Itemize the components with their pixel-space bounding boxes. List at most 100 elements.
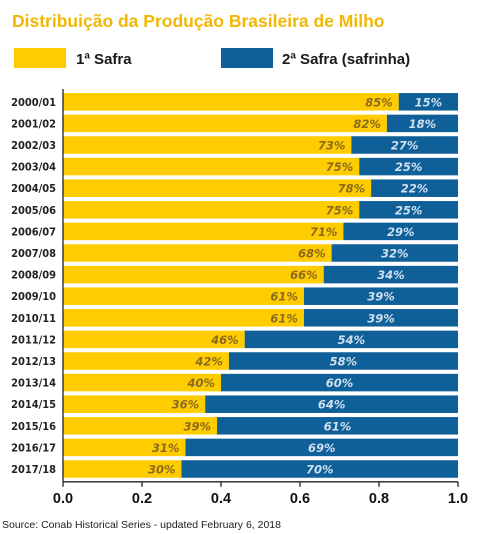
data-label-safra1: 75% bbox=[326, 160, 354, 174]
data-label-safra2: 22% bbox=[401, 182, 429, 196]
legend-label-safra1: 1ª Safra bbox=[76, 51, 132, 68]
data-label-safra2: 60% bbox=[326, 376, 354, 390]
legend-swatch-safra2 bbox=[221, 48, 273, 68]
category-label: 2006/07 bbox=[11, 225, 56, 238]
data-label-safra2: 39% bbox=[367, 311, 395, 325]
bar-safra1 bbox=[63, 287, 304, 305]
category-label: 2017/18 bbox=[11, 463, 56, 476]
data-label-safra1: 68% bbox=[298, 247, 326, 261]
category-label: 2012/13 bbox=[11, 355, 56, 368]
data-label-safra2: 58% bbox=[330, 355, 358, 369]
category-label: 2010/11 bbox=[11, 312, 56, 325]
legend: 1ª Safra 2ª Safra (safrinha) bbox=[14, 48, 410, 68]
bar-safra2 bbox=[359, 157, 458, 176]
bar-safra1 bbox=[63, 114, 387, 133]
legend-swatch-safra1 bbox=[14, 48, 66, 68]
bar-safra1 bbox=[63, 460, 182, 478]
bar-safra1 bbox=[63, 222, 344, 241]
bar-safra2 bbox=[228, 352, 458, 370]
bar-safra1 bbox=[63, 309, 304, 327]
bar-safra2 bbox=[351, 136, 458, 154]
data-label-safra2: 54% bbox=[338, 333, 366, 347]
data-label-safra1: 36% bbox=[172, 398, 200, 412]
bar-safra2 bbox=[205, 395, 458, 413]
data-label-safra1: 40% bbox=[186, 376, 215, 390]
bar-safra2 bbox=[185, 438, 458, 457]
bar-safra1 bbox=[63, 93, 399, 111]
x-tick-label: 0.8 bbox=[369, 491, 389, 507]
data-label-safra1: 85% bbox=[365, 95, 393, 109]
data-label-safra2: 27% bbox=[391, 139, 419, 153]
bar-safra2 bbox=[386, 114, 458, 133]
bar-safra2 bbox=[217, 417, 458, 435]
data-label-safra2: 25% bbox=[395, 203, 423, 217]
x-tick-label: 1.0 bbox=[448, 491, 468, 507]
data-label-safra1: 66% bbox=[290, 268, 318, 282]
data-label-safra2: 29% bbox=[387, 225, 415, 239]
bar-safra1 bbox=[63, 265, 324, 284]
data-label-safra2: 39% bbox=[367, 290, 395, 304]
x-tick-label: 0.0 bbox=[53, 491, 73, 507]
data-label-safra1: 71% bbox=[310, 225, 338, 239]
bar-safra1 bbox=[63, 330, 245, 349]
category-label: 2003/04 bbox=[11, 161, 56, 174]
data-label-safra2: 15% bbox=[415, 95, 443, 109]
data-label-safra2: 64% bbox=[318, 398, 346, 412]
bar-safra2 bbox=[244, 330, 458, 349]
data-label-safra1: 42% bbox=[194, 355, 223, 369]
bar-safra1 bbox=[63, 373, 221, 392]
data-label-safra2: 18% bbox=[409, 117, 437, 131]
bar-safra2 bbox=[371, 179, 458, 197]
bar-safra1 bbox=[63, 352, 229, 370]
category-label: 2011/12 bbox=[11, 333, 56, 346]
data-label-safra2: 25% bbox=[395, 160, 423, 174]
x-tick-label: 0.4 bbox=[211, 491, 231, 507]
data-label-safra2: 32% bbox=[381, 247, 409, 261]
category-label: 2016/17 bbox=[11, 441, 56, 454]
category-label: 2014/15 bbox=[11, 398, 56, 411]
data-label-safra1: 82% bbox=[353, 117, 381, 131]
data-label-safra1: 39% bbox=[184, 419, 212, 433]
data-label-safra2: 61% bbox=[324, 419, 352, 433]
bar-safra2 bbox=[181, 460, 458, 478]
category-label: 2004/05 bbox=[11, 182, 56, 195]
legend-label-safra2: 2ª Safra (safrinha) bbox=[282, 51, 410, 68]
bar-safra2 bbox=[303, 287, 458, 305]
category-label: 2007/08 bbox=[11, 247, 56, 260]
data-label-safra1: 73% bbox=[318, 139, 346, 153]
data-label-safra2: 70% bbox=[306, 463, 334, 477]
data-label-safra1: 78% bbox=[338, 182, 366, 196]
x-tick-label: 0.2 bbox=[132, 491, 152, 507]
x-tick-label: 0.6 bbox=[290, 491, 310, 507]
data-label-safra2: 34% bbox=[377, 268, 405, 282]
bar-safra2 bbox=[323, 265, 458, 284]
data-label-safra1: 61% bbox=[270, 290, 298, 304]
bar-safra2 bbox=[398, 93, 458, 111]
bar-safra1 bbox=[63, 201, 360, 219]
data-label-safra1: 61% bbox=[270, 311, 298, 325]
bar-safra1 bbox=[63, 438, 186, 457]
bar-safra2 bbox=[221, 373, 458, 392]
bar-safra1 bbox=[63, 244, 332, 262]
category-label: 2009/10 bbox=[11, 290, 56, 303]
plot-area: 2000/01 85% 15% 2001/02 82% 18% 2002/03 73% 27% 2… bbox=[11, 89, 468, 507]
category-label: 2000/01 bbox=[11, 96, 56, 109]
data-label-safra1: 30% bbox=[148, 463, 176, 477]
data-label-safra1: 46% bbox=[210, 333, 239, 347]
category-label: 2013/14 bbox=[11, 377, 56, 390]
data-label-safra1: 31% bbox=[152, 441, 180, 455]
chart-title: Distribuição da Produção Brasileira de M… bbox=[12, 11, 384, 31]
category-label: 2002/03 bbox=[11, 139, 56, 152]
category-label: 2001/02 bbox=[11, 117, 56, 130]
source-note: Source: Conab Historical Series - update… bbox=[2, 519, 281, 531]
bar-safra1 bbox=[63, 136, 352, 154]
category-label: 2015/16 bbox=[11, 420, 56, 433]
bar-safra1 bbox=[63, 417, 218, 435]
bar-safra2 bbox=[331, 244, 458, 262]
category-label: 2008/09 bbox=[11, 269, 56, 282]
bar-safra2 bbox=[303, 309, 458, 327]
bar-safra1 bbox=[63, 157, 360, 176]
bar-safra1 bbox=[63, 395, 206, 413]
bar-safra1 bbox=[63, 179, 372, 197]
